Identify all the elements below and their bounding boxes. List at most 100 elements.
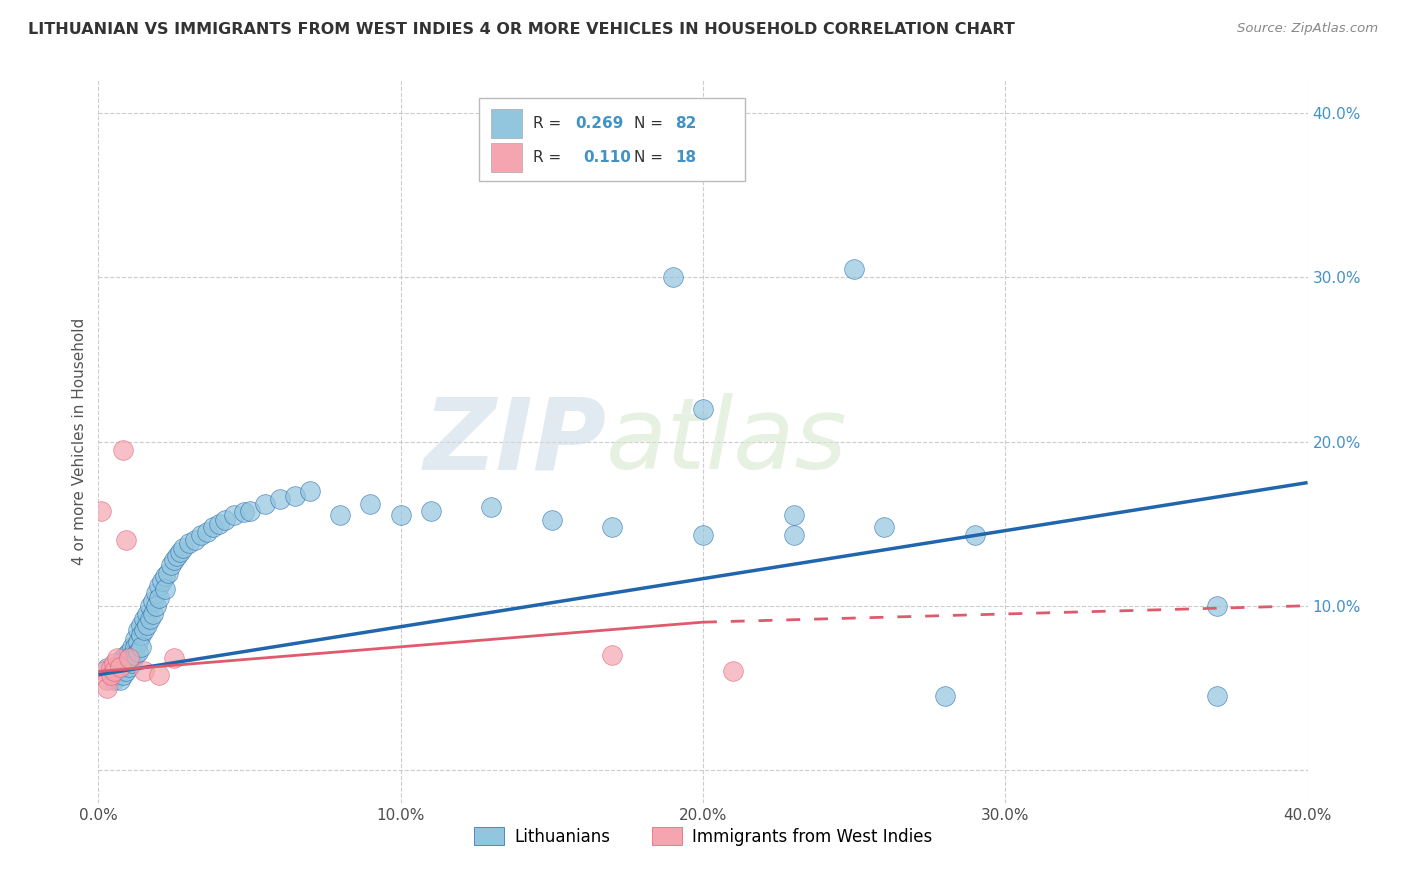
Point [1206,689,1229,703]
Point [934,689,956,703]
Point [118,651,141,665]
Y-axis label: 4 or more Vehicles in Household: 4 or more Vehicles in Household [72,318,87,566]
Point [105,667,128,681]
Point [153,582,176,597]
Text: Source: ZipAtlas.com: Source: ZipAtlas.com [1237,22,1378,36]
Point [103,665,125,679]
Point [124,632,146,646]
Point [108,657,131,671]
Text: 0.269: 0.269 [575,116,623,131]
Point [124,648,146,662]
Point [232,505,254,519]
Point [150,574,173,588]
Point [108,659,131,673]
Point [111,667,134,681]
Point [129,640,152,654]
Point [111,651,134,665]
Point [139,599,162,613]
Point [90,503,112,517]
Point [121,648,143,662]
Text: R =: R = [533,116,565,131]
Text: LITHUANIAN VS IMMIGRANTS FROM WEST INDIES 4 OR MORE VEHICLES IN HOUSEHOLD CORREL: LITHUANIAN VS IMMIGRANTS FROM WEST INDIE… [28,22,1015,37]
Point [224,508,246,523]
Point [132,612,155,626]
Point [148,667,170,681]
Bar [479,98,745,181]
Point [160,558,183,572]
Point [96,681,118,695]
Point [118,651,141,665]
Point [153,569,176,583]
Point [148,591,170,605]
Point [103,665,125,679]
Point [96,673,118,687]
Point [129,618,152,632]
Point [135,607,157,621]
Point [114,533,136,547]
Point [783,508,806,523]
Point [172,541,194,556]
Point [103,657,125,671]
Point [389,508,412,523]
Point [692,528,714,542]
Point [100,667,122,681]
Point [360,497,382,511]
Point [111,442,134,457]
Point [602,648,624,662]
Point [965,528,987,542]
Point [208,516,231,531]
Point [105,661,128,675]
Point [148,579,170,593]
Point [253,497,276,511]
Point [166,549,188,564]
Legend: Lithuanians, Immigrants from West Indies: Lithuanians, Immigrants from West Indies [467,821,939,852]
Point [132,624,155,638]
Point [93,665,115,679]
Point [481,500,503,515]
Point [127,645,149,659]
Point [156,566,179,580]
Text: atlas: atlas [606,393,848,490]
Point [661,270,683,285]
Point [1206,599,1229,613]
Point [184,533,207,547]
Point [124,640,146,654]
Point [145,599,167,613]
Point [100,661,122,675]
Bar [492,143,522,172]
Point [132,665,155,679]
Point [121,657,143,671]
Point [135,618,157,632]
Point [202,520,225,534]
Point [108,665,131,679]
Point [284,489,307,503]
Point [111,659,134,673]
Point [723,665,745,679]
Point [269,491,291,506]
Point [142,594,165,608]
Point [96,661,118,675]
Text: 0.110: 0.110 [583,150,631,165]
Point [783,528,806,542]
Point [163,553,186,567]
Point [540,513,562,527]
Point [214,513,236,527]
Point [114,657,136,671]
Point [103,673,125,687]
Point [195,524,218,539]
Point [118,659,141,673]
Point [142,607,165,621]
Point [118,645,141,659]
Point [121,640,143,654]
Point [602,520,624,534]
Point [100,667,122,681]
Point [692,401,714,416]
Point [299,483,322,498]
Text: N =: N = [634,150,668,165]
Text: ZIP: ZIP [423,393,606,490]
Point [139,612,162,626]
Bar [492,109,522,138]
Text: N =: N = [634,116,668,131]
Point [114,648,136,662]
Text: 82: 82 [675,116,696,131]
